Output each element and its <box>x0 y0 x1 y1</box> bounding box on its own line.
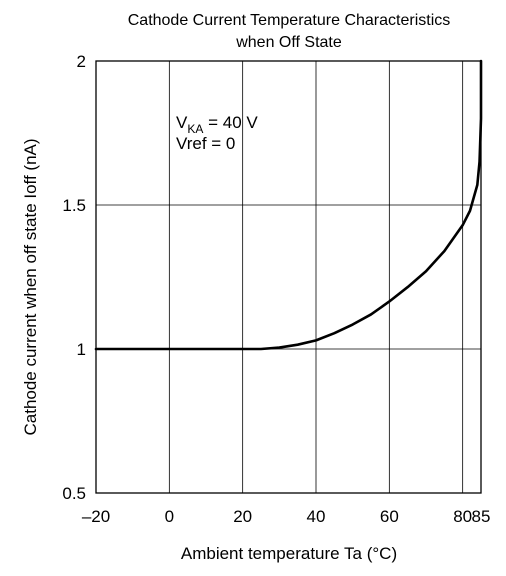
y-axis-label: Cathode current when off state Ioff (nA) <box>21 138 40 435</box>
annotation-vka-sub: KA <box>187 122 203 136</box>
x-tick-label: 85 <box>472 507 491 526</box>
plot-frame <box>95 60 482 494</box>
annotation-vka-rest: = 40 V <box>203 113 258 132</box>
chart-title-line1: Cathode Current Temperature Characterist… <box>128 12 451 29</box>
x-tick-label: –20 <box>82 507 110 526</box>
y-tick-label: 2 <box>77 52 86 71</box>
x-tick-label: 60 <box>380 507 399 526</box>
x-tick-label: 0 <box>165 507 174 526</box>
series-layer <box>94 59 483 351</box>
grid-layer <box>96 61 481 493</box>
y-tick-label: 1 <box>77 340 86 359</box>
annotation-vka-main: V <box>176 113 188 132</box>
y-tick-label: 1.5 <box>62 196 86 215</box>
x-tick-label: 40 <box>307 507 326 526</box>
chart-title-line2: when Off State <box>235 34 342 51</box>
series-line <box>94 59 483 351</box>
x-axis-label: Ambient temperature Ta (°C) <box>181 544 397 563</box>
tick-layer: –20 0 20 40 60 80 85 0.5 1 1.5 2 <box>62 52 490 526</box>
annotation-vka: VKA = 40 V <box>176 113 258 136</box>
annotation-vref: Vref = 0 <box>176 134 235 153</box>
y-tick-label: 0.5 <box>62 484 86 503</box>
x-tick-label: 80 <box>453 507 472 526</box>
x-tick-label: 20 <box>233 507 252 526</box>
